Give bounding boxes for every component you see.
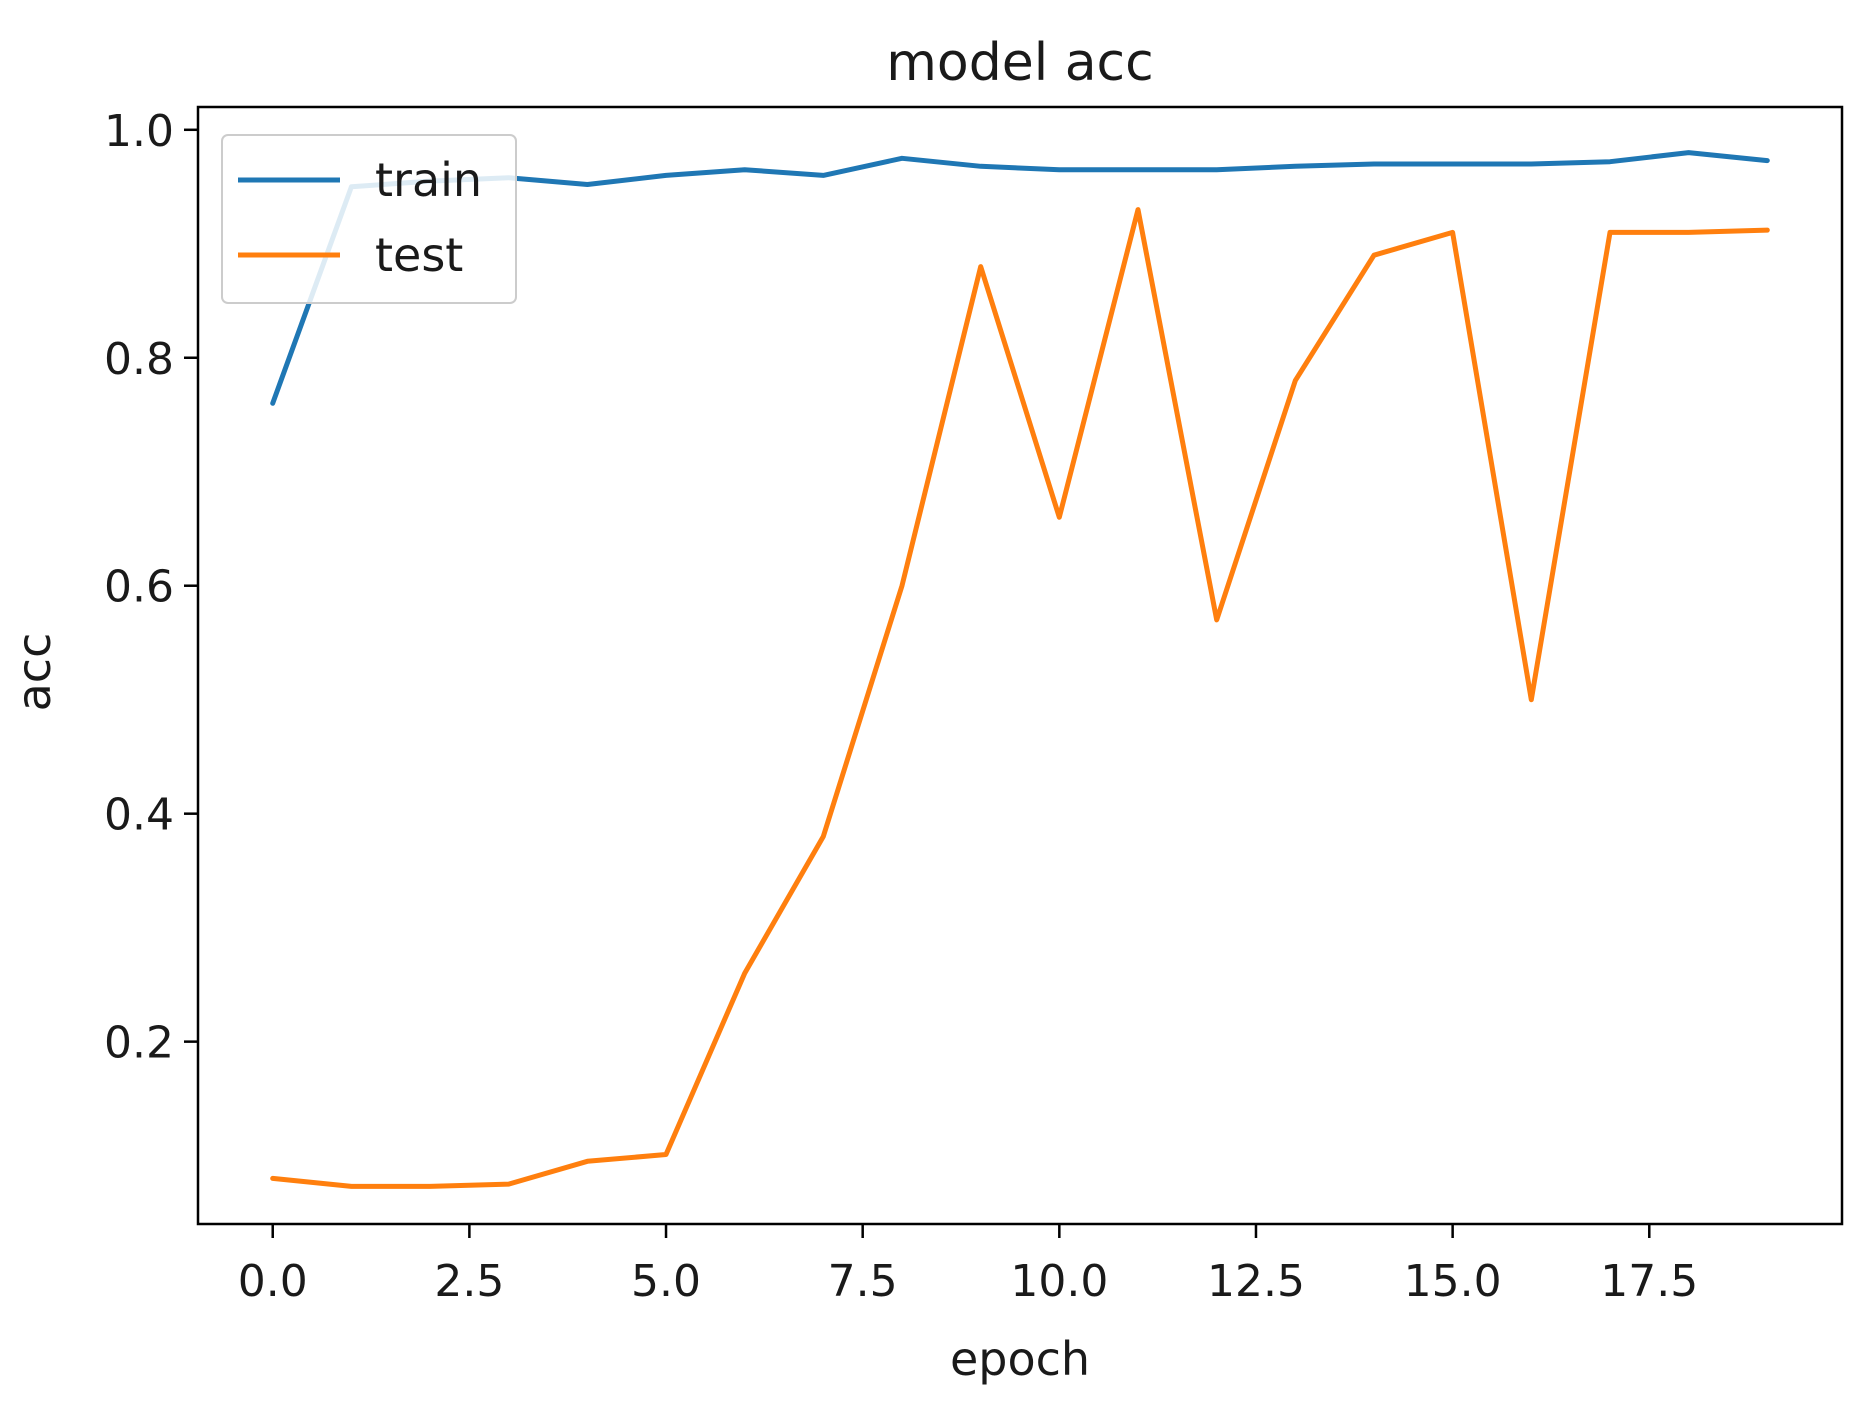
data-point-test: [1450, 230, 1455, 235]
legend-label-train: train: [375, 153, 482, 207]
data-point-test: [1214, 617, 1219, 622]
data-point-test: [1686, 230, 1691, 235]
chart-title: model acc: [886, 33, 1154, 93]
y-tick-label: 0.6: [104, 562, 174, 613]
data-point-test: [349, 1184, 354, 1189]
y-tick-label: 0.8: [104, 334, 174, 385]
data-point-test: [1136, 207, 1141, 212]
data-point-test: [900, 583, 905, 588]
series-line-train: [270, 150, 1770, 406]
data-point-train: [1057, 167, 1062, 172]
data-point-test: [1608, 230, 1613, 235]
data-point-train: [1686, 150, 1691, 155]
data-point-test: [1057, 515, 1062, 520]
y-tick-label: 1.0: [104, 106, 174, 157]
x-tick-label: 7.5: [828, 1256, 898, 1307]
legend-box: [221, 134, 517, 304]
y-tick-label: 0.4: [104, 790, 174, 841]
data-point-train: [821, 173, 826, 178]
data-point-train: [270, 401, 275, 406]
x-tick-label: 10.0: [1010, 1256, 1108, 1307]
legend-label-test: test: [375, 228, 463, 282]
data-point-test: [1765, 228, 1770, 233]
data-point-train: [1608, 159, 1613, 164]
x-tick-label: 15.0: [1404, 1256, 1502, 1307]
y-axis-label: acc: [7, 633, 61, 712]
series-layer: [270, 150, 1770, 1189]
data-point-train: [978, 164, 983, 169]
data-point-train: [1765, 158, 1770, 163]
data-point-test: [978, 264, 983, 269]
data-point-train: [1529, 162, 1534, 167]
data-point-test: [270, 1176, 275, 1181]
data-point-train: [1136, 167, 1141, 172]
data-point-train: [742, 167, 747, 172]
data-point-test: [428, 1184, 433, 1189]
data-point-test: [1293, 378, 1298, 383]
legend: train test: [221, 134, 517, 304]
x-axis-label: epoch: [950, 1332, 1090, 1386]
y-axis: 0.2 0.4 0.6 0.8 1.0: [104, 106, 198, 1069]
x-tick-label: 0.0: [238, 1256, 308, 1307]
data-point-train: [1372, 162, 1377, 167]
data-point-test: [821, 834, 826, 839]
data-point-test: [664, 1152, 669, 1157]
y-tick-label: 0.2: [104, 1018, 174, 1069]
data-point-test: [742, 971, 747, 976]
x-tick-label: 5.0: [631, 1256, 701, 1307]
plot-frame: [196, 105, 1844, 1226]
data-point-train: [664, 173, 669, 178]
data-point-test: [506, 1182, 511, 1187]
data-point-train: [900, 156, 905, 161]
data-point-train: [1450, 162, 1455, 167]
data-point-train: [1293, 164, 1298, 169]
data-point-test: [1372, 253, 1377, 258]
data-point-train: [1214, 167, 1219, 172]
data-point-test: [585, 1159, 590, 1164]
data-point-test: [1529, 697, 1534, 702]
x-tick-label: 12.5: [1207, 1256, 1305, 1307]
series-line-test: [270, 207, 1770, 1189]
x-axis: 0.0 2.5 5.0 7.5 10.0 12.5 15.0 17.5: [238, 1224, 1698, 1307]
x-tick-label: 17.5: [1600, 1256, 1698, 1307]
data-point-train: [585, 182, 590, 187]
x-tick-label: 2.5: [434, 1256, 504, 1307]
